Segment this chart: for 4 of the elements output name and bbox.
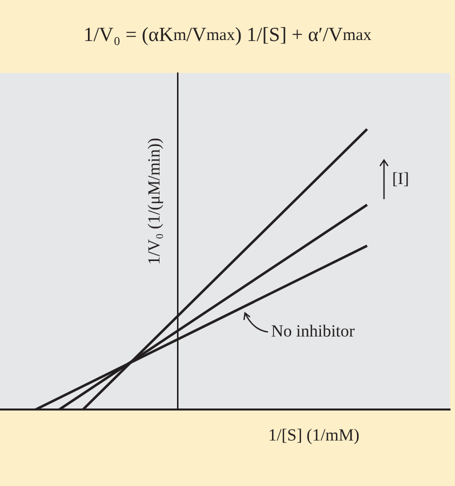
annotation: [I]: [392, 168, 410, 188]
x-axis-title: 1/[S] (1/mM): [268, 426, 360, 445]
y-axis-title: 1/V₀ (1/(μM/min)): [144, 138, 164, 265]
annotation: No inhibitor: [271, 322, 356, 341]
